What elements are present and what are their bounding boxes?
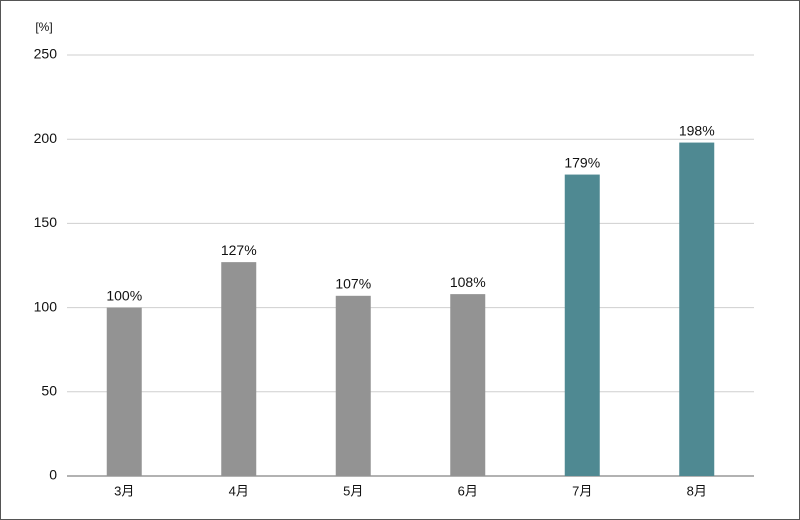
y-tick-label: 0	[49, 467, 57, 483]
x-tick-label: 4月	[229, 483, 249, 498]
y-tick-label: 150	[34, 214, 58, 230]
x-tick-label: 5月	[343, 483, 363, 498]
y-tick-label: 250	[34, 46, 58, 62]
value-label: 108%	[450, 274, 486, 290]
value-label: 198%	[679, 122, 715, 138]
bar	[450, 294, 486, 476]
y-tick-label: 200	[34, 130, 58, 146]
y-tick-label: 100	[34, 298, 58, 314]
bar	[335, 295, 371, 476]
value-label: 100%	[106, 287, 142, 303]
y-tick-label: 50	[41, 383, 57, 399]
value-label: 179%	[564, 154, 600, 170]
bar	[221, 262, 257, 476]
bar	[564, 174, 600, 476]
bar	[106, 307, 142, 476]
x-tick-label: 6月	[458, 483, 478, 498]
value-label: 107%	[335, 276, 371, 292]
x-tick-label: 3月	[114, 483, 134, 498]
y-unit-label: [%]	[35, 20, 52, 34]
x-tick-label: 7月	[572, 483, 592, 498]
value-label: 127%	[221, 242, 257, 258]
bar	[679, 142, 715, 476]
x-tick-label: 8月	[687, 483, 707, 498]
